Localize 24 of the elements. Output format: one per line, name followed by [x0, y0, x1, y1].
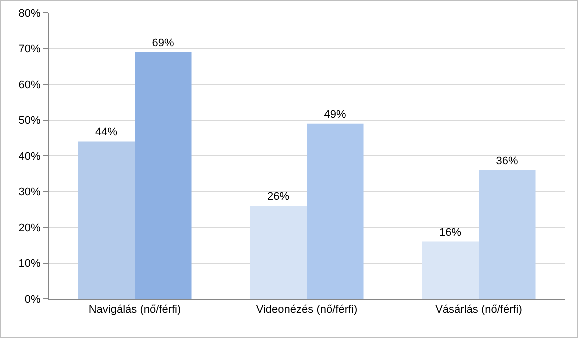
data-label: 16% — [440, 226, 462, 239]
data-label: 36% — [496, 155, 518, 168]
y-tick-label: 40% — [18, 150, 42, 163]
bar — [78, 142, 135, 299]
y-tick-label: 10% — [18, 258, 42, 270]
bar — [307, 124, 364, 299]
bar — [479, 170, 536, 299]
x-tick-label: Navigálás (nő/férfi) — [88, 304, 182, 316]
bar — [422, 242, 479, 299]
y-tick-label: 80% — [18, 8, 42, 20]
data-label: 69% — [152, 37, 174, 50]
bar — [250, 206, 307, 299]
y-tick-label: 30% — [18, 186, 42, 199]
data-label: 26% — [268, 191, 290, 204]
bar — [135, 52, 192, 299]
y-tick-label: 60% — [18, 79, 42, 92]
y-tick-label: 0% — [24, 294, 42, 306]
x-tick-label: Videonézés (nő/férfi) — [256, 304, 358, 316]
y-tick-label: 20% — [18, 222, 42, 234]
x-tick-label: Vásárlás (nő/férfi) — [436, 304, 522, 316]
data-label: 49% — [324, 108, 346, 121]
y-tick-label: 70% — [18, 44, 42, 56]
data-label: 44% — [96, 126, 118, 139]
y-tick-label: 50% — [18, 115, 42, 128]
